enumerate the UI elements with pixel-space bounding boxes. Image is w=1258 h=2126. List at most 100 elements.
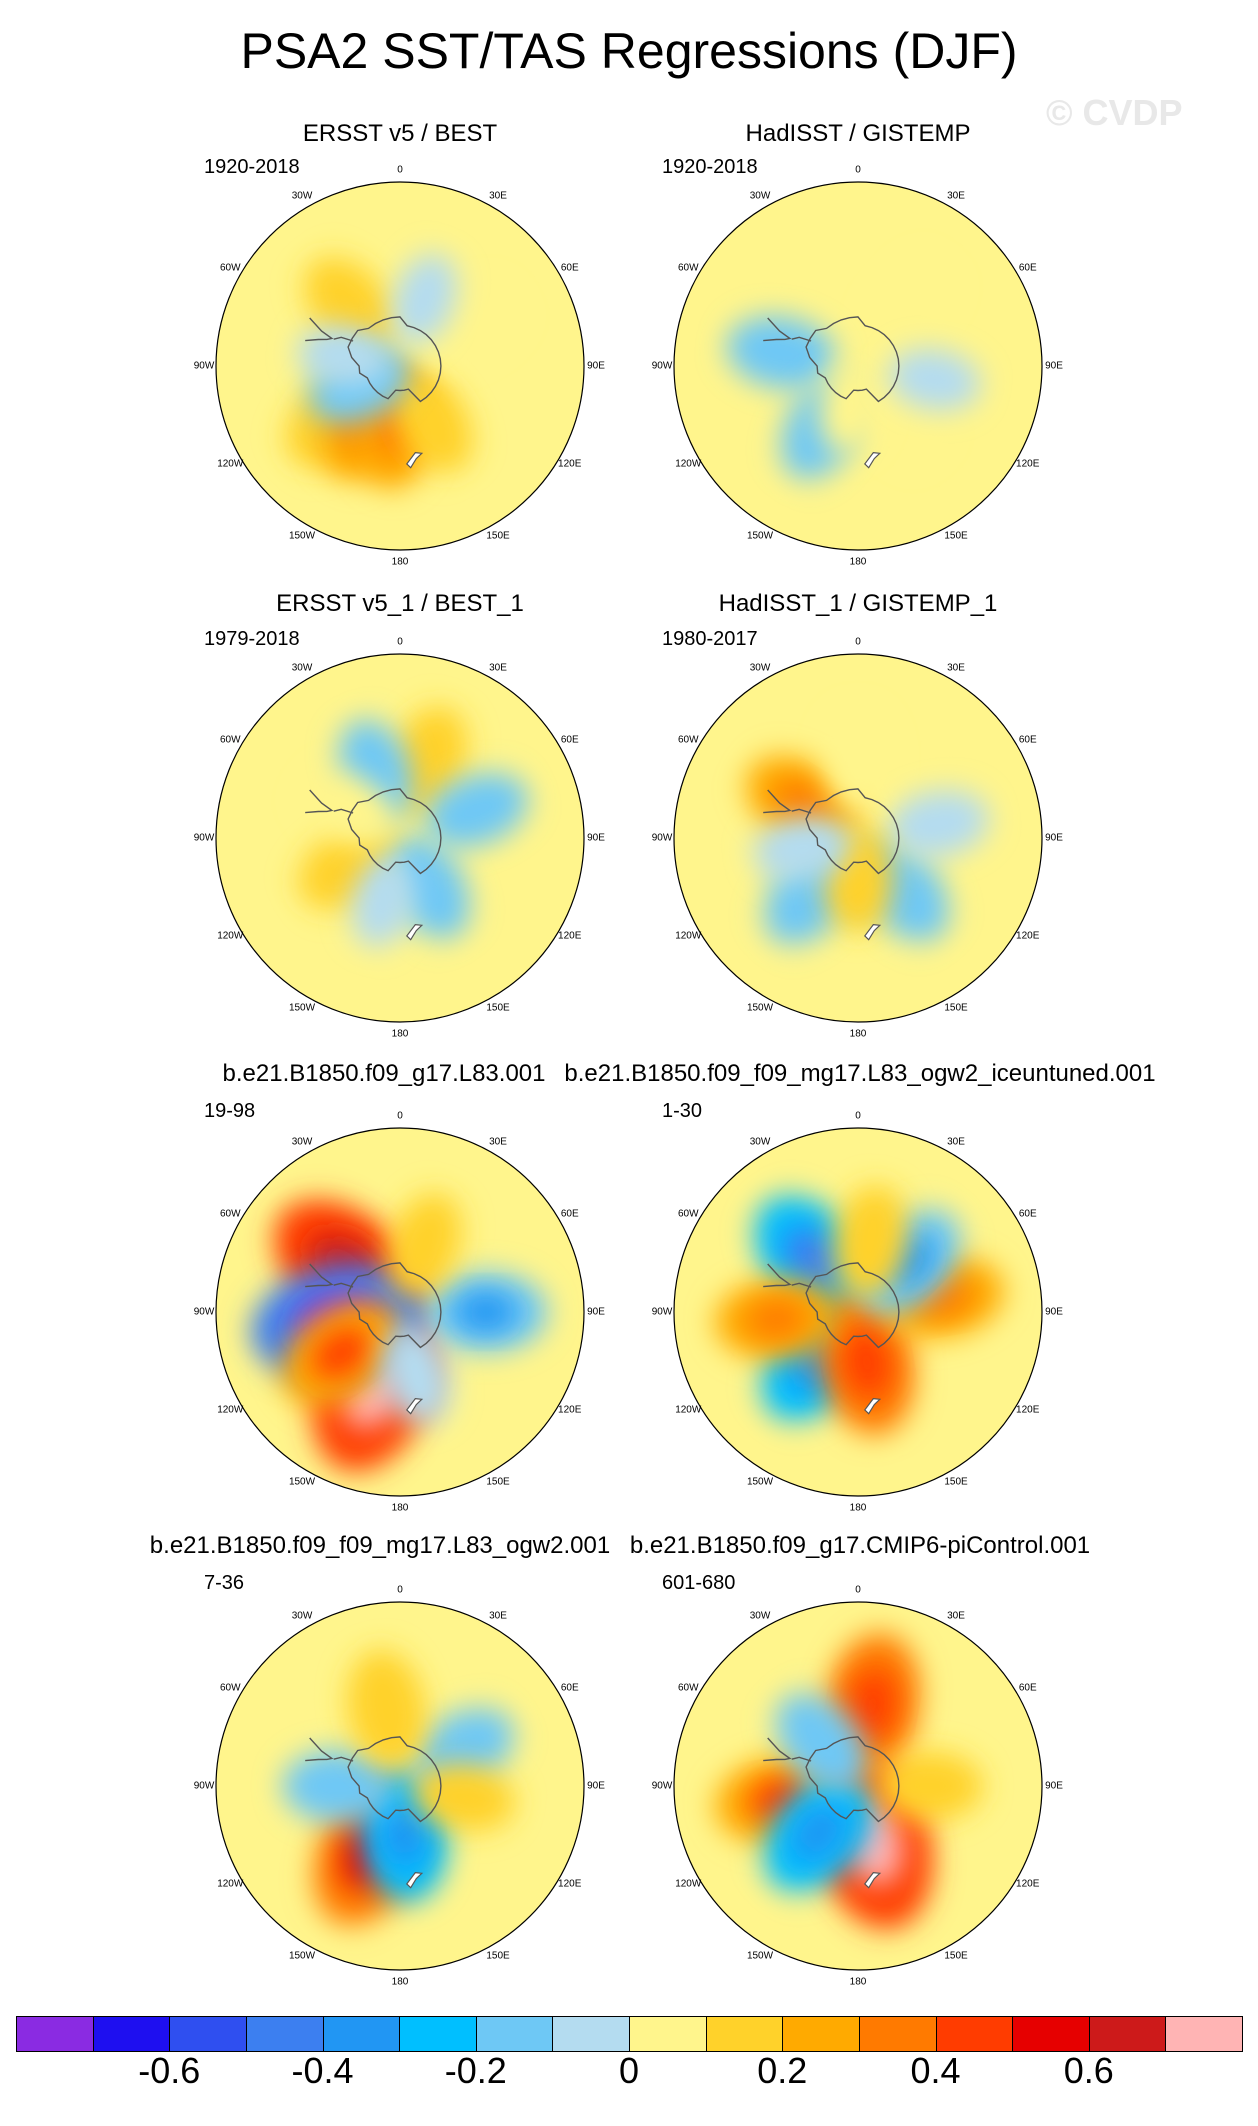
longitude-label: 60W (219, 1208, 241, 1220)
longitude-label: 150E (944, 1950, 968, 1962)
longitude-label: 120E (558, 930, 582, 942)
panel-period: 7-36 (204, 1572, 245, 1594)
anomaly-core (784, 1227, 843, 1291)
longitude-label: 120E (558, 458, 582, 470)
longitude-label: 90W (193, 1780, 215, 1792)
antarctica-coastline (805, 1736, 900, 1823)
colorbar-swatch (935, 2016, 1014, 2052)
colorbar-swatch (858, 2016, 937, 2052)
longitude-label: 30E (947, 662, 965, 674)
anomaly-blob (888, 348, 981, 411)
anomaly-core (842, 1326, 891, 1399)
longitude-label: 0 (397, 636, 403, 648)
longitude-label: 150W (746, 1002, 774, 1014)
longitude-label: 30W (291, 1610, 313, 1622)
longitude-label: 150E (486, 530, 510, 542)
panel-period: 1979-2018 (204, 628, 300, 650)
longitude-label: 180 (849, 1502, 867, 1514)
antarctica-coastline (805, 316, 900, 403)
longitude-label: 180 (391, 1028, 409, 1040)
longitude-label: 150E (486, 1002, 510, 1014)
antarctica-coastline (805, 1262, 900, 1349)
longitude-label: 0 (855, 164, 861, 176)
anomaly-core (311, 1327, 372, 1379)
anomaly-blob (351, 855, 415, 947)
new-zealand-coastline (406, 451, 424, 469)
colorbar-swatch (1088, 2016, 1167, 2052)
south-america-coastline (305, 1737, 334, 1762)
polar-map (215, 1601, 585, 1971)
longitude-label: 120W (675, 1878, 702, 1890)
longitude-label: 180 (391, 556, 409, 568)
peninsula-coastline (333, 808, 354, 814)
polar-map (673, 1601, 1043, 1971)
anomaly-blob (305, 772, 396, 847)
longitude-label: 150E (486, 1950, 510, 1962)
longitude-label: 180 (849, 556, 867, 568)
longitude-label: 30W (291, 1136, 313, 1148)
panel-title: ERSST v5_1 / BEST_1 (276, 590, 524, 617)
longitude-label: 150W (288, 530, 316, 542)
longitude-label: 60E (560, 1682, 579, 1694)
longitude-label: 30E (489, 1610, 507, 1622)
longitude-label: 30W (291, 190, 313, 202)
longitude-label: 60E (560, 734, 579, 746)
longitude-label: 150W (746, 530, 774, 542)
longitude-label: 90E (587, 832, 605, 844)
longitude-label: 0 (397, 164, 403, 176)
panel-title: b.e21.B1850.f09_f09_mg17.L83_ogw2.001 (149, 1532, 611, 1559)
longitude-label: 60W (677, 1208, 699, 1220)
longitude-label: 90W (193, 832, 215, 844)
longitude-label: 0 (397, 1110, 403, 1122)
longitude-label: 120E (1016, 930, 1040, 942)
anomaly-core (382, 1801, 426, 1868)
longitude-label: 120W (217, 930, 244, 942)
longitude-label: 120E (1016, 458, 1040, 470)
new-zealand-coastline (864, 923, 882, 941)
panel-title: HadISST / GISTEMP (745, 120, 971, 147)
map-boundary (673, 1601, 1043, 1971)
longitude-label: 150E (944, 1002, 968, 1014)
longitude-label: 30W (749, 662, 771, 674)
longitude-label: 30W (749, 1610, 771, 1622)
colorbar-swatch (322, 2016, 401, 2052)
longitude-label: 120E (558, 1404, 582, 1416)
longitude-label: 60E (1018, 734, 1037, 746)
polar-map (215, 181, 585, 551)
longitude-label: 30E (489, 190, 507, 202)
longitude-label: 120W (675, 930, 702, 942)
longitude-label: 150W (746, 1950, 774, 1962)
longitude-label: 30E (489, 1136, 507, 1148)
colorbar-swatch (1165, 2016, 1243, 2052)
longitude-label: 120E (558, 1878, 582, 1890)
antarctica-coastline (347, 1736, 442, 1823)
colorbar-tick-label: 0.4 (910, 2050, 961, 2091)
longitude-label: 60E (560, 1208, 579, 1220)
longitude-label: 60W (677, 1682, 699, 1694)
longitude-label: 90E (1045, 832, 1063, 844)
peninsula-coastline (791, 808, 812, 814)
longitude-label: 90W (193, 1306, 215, 1318)
panel-period: 601-680 (662, 1572, 736, 1594)
anomaly-blob (391, 253, 458, 344)
longitude-label: 120E (1016, 1878, 1040, 1890)
anomaly-blob (347, 1650, 426, 1769)
longitude-label: 30E (947, 190, 965, 202)
anomaly-blob (872, 262, 949, 344)
longitude-label: 180 (849, 1028, 867, 1040)
map-boundary (673, 1127, 1043, 1497)
longitude-label: 60E (560, 262, 579, 274)
colorbar-tick-label: 0.6 (1063, 2050, 1114, 2091)
map-boundary (215, 653, 585, 1023)
peninsula-coastline (333, 336, 354, 342)
longitude-label: 90E (1045, 1780, 1063, 1792)
longitude-label: 90W (193, 360, 215, 372)
peninsula-coastline (791, 336, 812, 342)
longitude-label: 120W (675, 1404, 702, 1416)
antarctica-coastline (805, 788, 900, 875)
map-boundary (215, 1601, 585, 1971)
south-america-coastline (763, 317, 792, 342)
colorbar-swatch (245, 2016, 324, 2052)
anomaly-blob (876, 1751, 983, 1821)
south-america-coastline (763, 1263, 792, 1288)
